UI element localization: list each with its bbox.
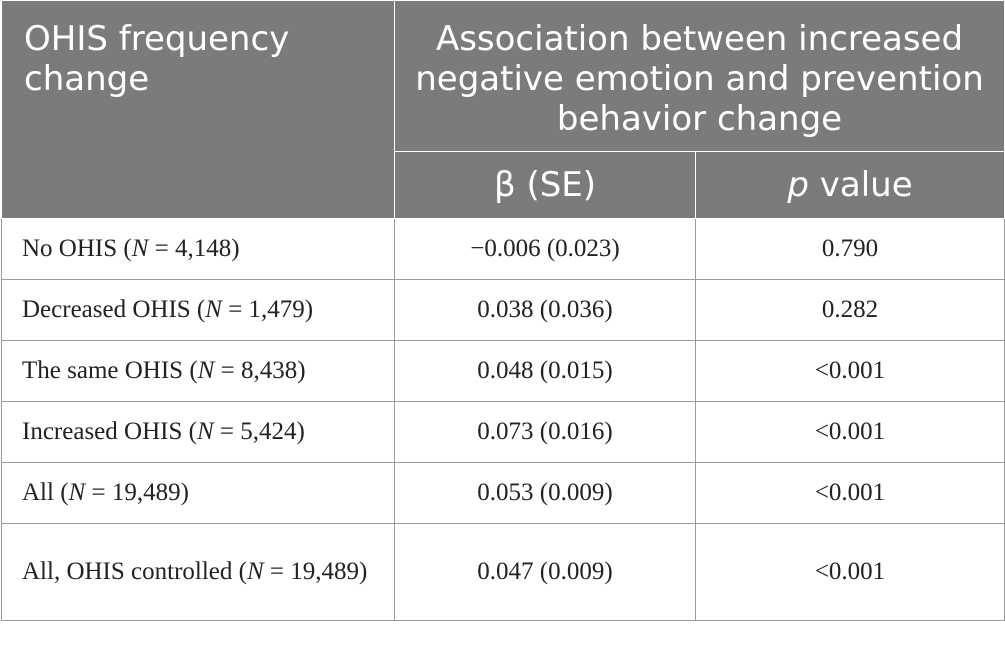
header-association-group: Association between increased negative e… (394, 0, 1005, 152)
row-label-text: All ( (22, 479, 69, 506)
row-label-text: The same OHIS ( (22, 357, 198, 384)
row-label: All, OHIS controlled (N = 19,489) (1, 523, 395, 621)
row-label-text: Increased OHIS ( (22, 418, 197, 445)
p-value-cell: <0.001 (695, 523, 1005, 621)
row-label: All (N = 19,489) (1, 462, 395, 524)
row-label-count: = 5,424) (213, 418, 305, 445)
row-label-count: = 19,489) (85, 479, 189, 506)
beta-se-cell: 0.048 (0.015) (394, 340, 696, 402)
row-label-count: = 1,479) (221, 296, 314, 323)
row-label-n: N (246, 558, 264, 585)
row-label-n: N (205, 296, 222, 323)
header-ohis-frequency: OHIS frequency change (1, 0, 395, 219)
p-value-cell: <0.001 (695, 401, 1005, 463)
row-label-count: = 19,489) (263, 558, 368, 585)
row-label: The same OHIS (N = 8,438) (1, 340, 395, 402)
table-row: All (N = 19,489) 0.053 (0.009) <0.001 (1, 462, 1005, 524)
p-value-cell: 0.790 (695, 218, 1005, 280)
row-label-count: = 8,438) (214, 357, 306, 384)
beta-se-cell: 0.053 (0.009) (394, 462, 696, 524)
row-label-n: N (196, 418, 214, 445)
p-value-cell: <0.001 (695, 462, 1005, 524)
row-label: No OHIS (N = 4,148) (1, 218, 395, 280)
row-label-text: All, OHIS controlled ( (22, 558, 247, 585)
table-row: All, OHIS controlled (N = 19,489) 0.047 … (1, 523, 1005, 621)
p-value-cell: <0.001 (695, 340, 1005, 402)
beta-se-cell: 0.038 (0.036) (394, 279, 696, 341)
row-label-n: N (68, 479, 86, 506)
beta-se-cell: 0.047 (0.009) (394, 523, 696, 621)
table-row: The same OHIS (N = 8,438) 0.048 (0.015) … (1, 340, 1005, 402)
header-p-suffix: value (808, 165, 913, 205)
beta-se-cell: −0.006 (0.023) (394, 218, 696, 280)
table-row: Increased OHIS (N = 5,424) 0.073 (0.016)… (1, 401, 1005, 463)
results-table: OHIS frequency change Association betwee… (1, 0, 1005, 621)
table-row: No OHIS (N = 4,148) −0.006 (0.023) 0.790 (1, 218, 1005, 280)
table-row: Decreased OHIS (N = 1,479) 0.038 (0.036)… (1, 279, 1005, 341)
row-label-text: No OHIS ( (22, 235, 132, 262)
p-value-cell: 0.282 (695, 279, 1005, 341)
row-label-count: = 4,148) (148, 235, 240, 262)
row-label-text: Decreased OHIS ( (22, 296, 206, 323)
row-label-n: N (131, 235, 149, 262)
header-beta-se: β (SE) (394, 151, 696, 219)
beta-se-cell: 0.073 (0.016) (394, 401, 696, 463)
row-label: Decreased OHIS (N = 1,479) (1, 279, 395, 341)
row-label: Increased OHIS (N = 5,424) (1, 401, 395, 463)
header-p-italic: p (787, 165, 809, 205)
row-label-n: N (197, 357, 215, 384)
header-p-value: p value (695, 151, 1005, 219)
